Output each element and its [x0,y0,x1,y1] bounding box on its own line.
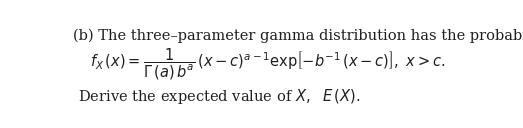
Text: $f_X\,(x) = \dfrac{1}{\Gamma\,(a)\,b^{a}}\,(x - c)^{a-1}\exp\!\left[-b^{-1}\,(x : $f_X\,(x) = \dfrac{1}{\Gamma\,(a)\,b^{a}… [90,47,446,82]
Text: (b) The three–parameter gamma distribution has the probability density function: (b) The three–parameter gamma distributi… [73,28,523,43]
Text: Derive the expected value of $X,\ \ E\,(X).$: Derive the expected value of $X,\ \ E\,(… [77,87,360,106]
